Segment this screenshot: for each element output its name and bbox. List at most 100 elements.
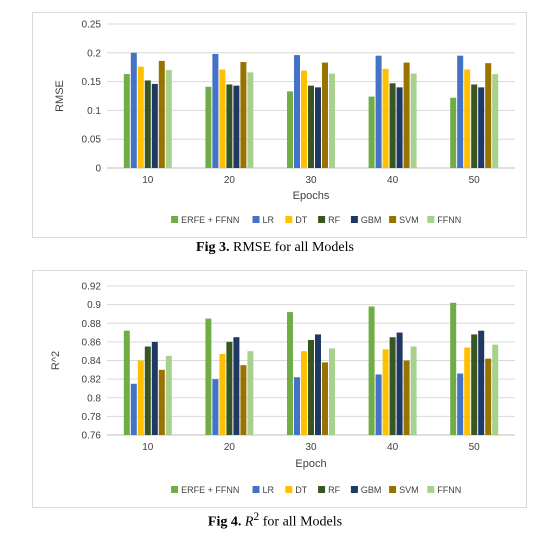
rmse-bar xyxy=(471,84,478,168)
rmse-legend-swatch xyxy=(389,216,397,223)
figure-4-caption-superscript: 2 xyxy=(253,510,260,523)
r2-legend-label: RF xyxy=(328,485,340,495)
r2-bar xyxy=(471,334,478,435)
rmse-bar xyxy=(287,91,293,168)
figure-3-caption-label: Fig 3. xyxy=(196,240,230,255)
r2-bar xyxy=(485,358,492,435)
r2-bar xyxy=(226,341,233,435)
figure-4-caption-text: for all Models xyxy=(259,514,343,530)
r2-legend-label: LR xyxy=(263,485,275,495)
r2-bar xyxy=(457,373,464,435)
r2-bar xyxy=(151,341,158,435)
r2-ytick-label: 0.92 xyxy=(82,282,102,293)
r2-bar xyxy=(464,347,471,435)
rmse-xtick-label: 30 xyxy=(305,175,317,186)
r2-ytick-label: 0.9 xyxy=(87,300,101,311)
r2-ytick-label: 0.82 xyxy=(82,375,102,386)
rmse-legend-swatch xyxy=(252,216,260,223)
r2-bar xyxy=(205,318,212,435)
r2-legend-swatch xyxy=(427,486,435,493)
rmse-bar xyxy=(151,83,158,168)
r2-y-axis-title: R^2 xyxy=(50,351,62,370)
r2-bar xyxy=(450,302,457,435)
r2-chart: 0.76 0.78 0.8 0.82 0.84 0.86 0.88 0.9 0.92 10 20 30… xyxy=(32,270,527,508)
rmse-legend-swatch xyxy=(318,216,326,223)
figure-3-caption: Fig 3. RMSE for all Models xyxy=(0,240,550,256)
r2-legend-label: ERFE + FFNN xyxy=(181,485,239,495)
r2-bar xyxy=(368,306,375,435)
r2-bar xyxy=(329,348,335,435)
rmse-bar xyxy=(247,72,254,168)
rmse-bar xyxy=(315,87,321,168)
rmse-ytick-label: 0 xyxy=(95,164,101,175)
figure-4-caption: Fig 4. R2 for all Models xyxy=(0,510,550,531)
r2-bar xyxy=(165,355,172,435)
r2-legend-label: GBM xyxy=(361,485,382,495)
rmse-bar xyxy=(389,83,396,168)
r2-legend-swatch xyxy=(389,486,397,493)
rmse-legend-swatch xyxy=(427,216,435,223)
r2-bar xyxy=(301,351,307,435)
rmse-bar xyxy=(368,96,375,168)
rmse-bar xyxy=(308,85,314,168)
r2-xtick-label: 40 xyxy=(387,442,399,453)
r2-bar xyxy=(410,346,417,435)
figure-4-caption-label: Fig 4. xyxy=(207,514,242,530)
rmse-bar xyxy=(485,63,492,168)
rmse-bar xyxy=(130,52,137,168)
r2-bar xyxy=(212,379,219,435)
rmse-bar xyxy=(478,87,485,168)
r2-ytick-label: 0.8 xyxy=(87,393,101,404)
r2-legend-label: FFNN xyxy=(437,485,461,495)
rmse-ytick-label: 0.2 xyxy=(87,48,101,59)
rmse-xtick-label: 50 xyxy=(469,175,481,186)
r2-legend-swatch xyxy=(171,486,179,493)
rmse-bar xyxy=(212,53,219,169)
r2-bar xyxy=(382,349,389,435)
rmse-bar xyxy=(329,73,335,168)
r2-legend-swatch xyxy=(252,486,260,493)
rmse-bar xyxy=(375,55,382,168)
rmse-chart: 0 0.05 0.1 0.15 0.2 0.25 10 20 30 40 50 Epochs RMSE E… xyxy=(32,12,527,238)
r2-chart-svg: 0.76 0.78 0.8 0.82 0.84 0.86 0.88 0.9 0.92 10 20 30… xyxy=(50,282,515,495)
rmse-bar xyxy=(240,62,247,168)
r2-bar xyxy=(322,362,328,435)
rmse-legend-label: LR xyxy=(263,215,275,225)
rmse-legend-swatch xyxy=(350,216,358,223)
rmse-bar xyxy=(294,55,300,168)
rmse-legend-label: DT xyxy=(295,215,307,225)
rmse-bar xyxy=(233,85,240,168)
rmse-ytick-label: 0.1 xyxy=(87,106,101,117)
rmse-x-axis-title: Epochs xyxy=(293,190,330,202)
r2-ytick-label: 0.78 xyxy=(82,412,102,423)
rmse-chart-svg: 0 0.05 0.1 0.15 0.2 0.25 10 20 30 40 50 Epochs RMSE E… xyxy=(54,20,515,225)
rmse-y-axis-title: RMSE xyxy=(54,80,66,112)
rmse-legend-label: FFNN xyxy=(437,215,461,225)
r2-bar xyxy=(123,330,130,435)
r2-bar xyxy=(478,330,485,435)
rmse-bar xyxy=(492,74,499,168)
rmse-legend-swatch xyxy=(285,216,293,223)
r2-bar xyxy=(315,334,321,435)
r2-bar xyxy=(403,360,410,435)
r2-bar xyxy=(308,340,314,435)
r2-bar xyxy=(219,353,226,435)
r2-legend-swatch xyxy=(285,486,293,493)
r2-ytick-label: 0.76 xyxy=(82,431,102,442)
rmse-bar xyxy=(464,69,471,168)
r2-bar xyxy=(389,337,396,435)
r2-legend-swatch xyxy=(318,486,326,493)
r2-bar xyxy=(158,369,165,435)
r2-ytick-label: 0.84 xyxy=(82,356,102,367)
figure-4-caption-symbol: R xyxy=(244,514,254,530)
r2-bar xyxy=(247,351,254,435)
rmse-legend-label: ERFE + FFNN xyxy=(181,215,239,225)
rmse-bar xyxy=(382,68,389,168)
rmse-bar xyxy=(137,66,144,168)
r2-xtick-label: 20 xyxy=(224,442,236,453)
rmse-bar xyxy=(158,60,165,168)
rmse-xtick-label: 20 xyxy=(224,175,236,186)
r2-bar xyxy=(294,377,300,435)
r2-legend-label: SVM xyxy=(399,485,419,495)
rmse-ytick-label: 0.25 xyxy=(82,20,102,31)
